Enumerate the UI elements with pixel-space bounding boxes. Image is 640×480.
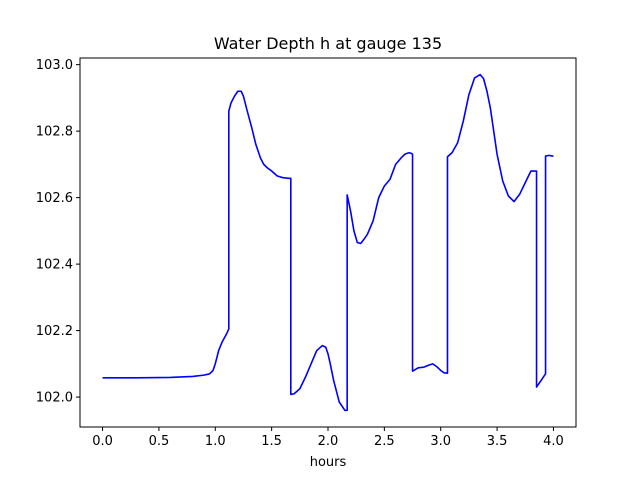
y-tick-label: 102.2 — [36, 324, 73, 339]
x-tick-label: 0.5 — [149, 434, 170, 449]
x-tick-label: 2.0 — [318, 434, 339, 449]
x-tick-label: 1.5 — [261, 434, 282, 449]
x-axis: 0.0 0.5 1.0 1.5 2.0 2.5 3.0 3.5 4.0 — [92, 427, 564, 449]
x-tick-label: 3.0 — [430, 434, 451, 449]
chart-title: Water Depth h at gauge 135 — [214, 34, 442, 53]
x-tick-label: 1.0 — [205, 434, 226, 449]
x-tick-label: 0.0 — [92, 434, 113, 449]
x-tick-label: 4.0 — [543, 434, 564, 449]
series-line-0 — [102, 73, 554, 412]
x-tick-label: 3.5 — [487, 434, 508, 449]
y-tick-label: 103.0 — [36, 58, 73, 73]
x-tick-label: 2.5 — [374, 434, 395, 449]
plot-area — [102, 73, 554, 412]
y-axis: 102.0 102.2 102.4 102.6 102.8 103.0 — [36, 58, 80, 406]
plot-frame — [79, 57, 577, 428]
y-tick-label: 102.0 — [36, 391, 73, 406]
y-tick-label: 102.4 — [36, 258, 73, 273]
y-tick-label: 102.6 — [36, 191, 73, 206]
x-axis-label: hours — [310, 455, 347, 470]
y-tick-label: 102.8 — [36, 125, 73, 140]
